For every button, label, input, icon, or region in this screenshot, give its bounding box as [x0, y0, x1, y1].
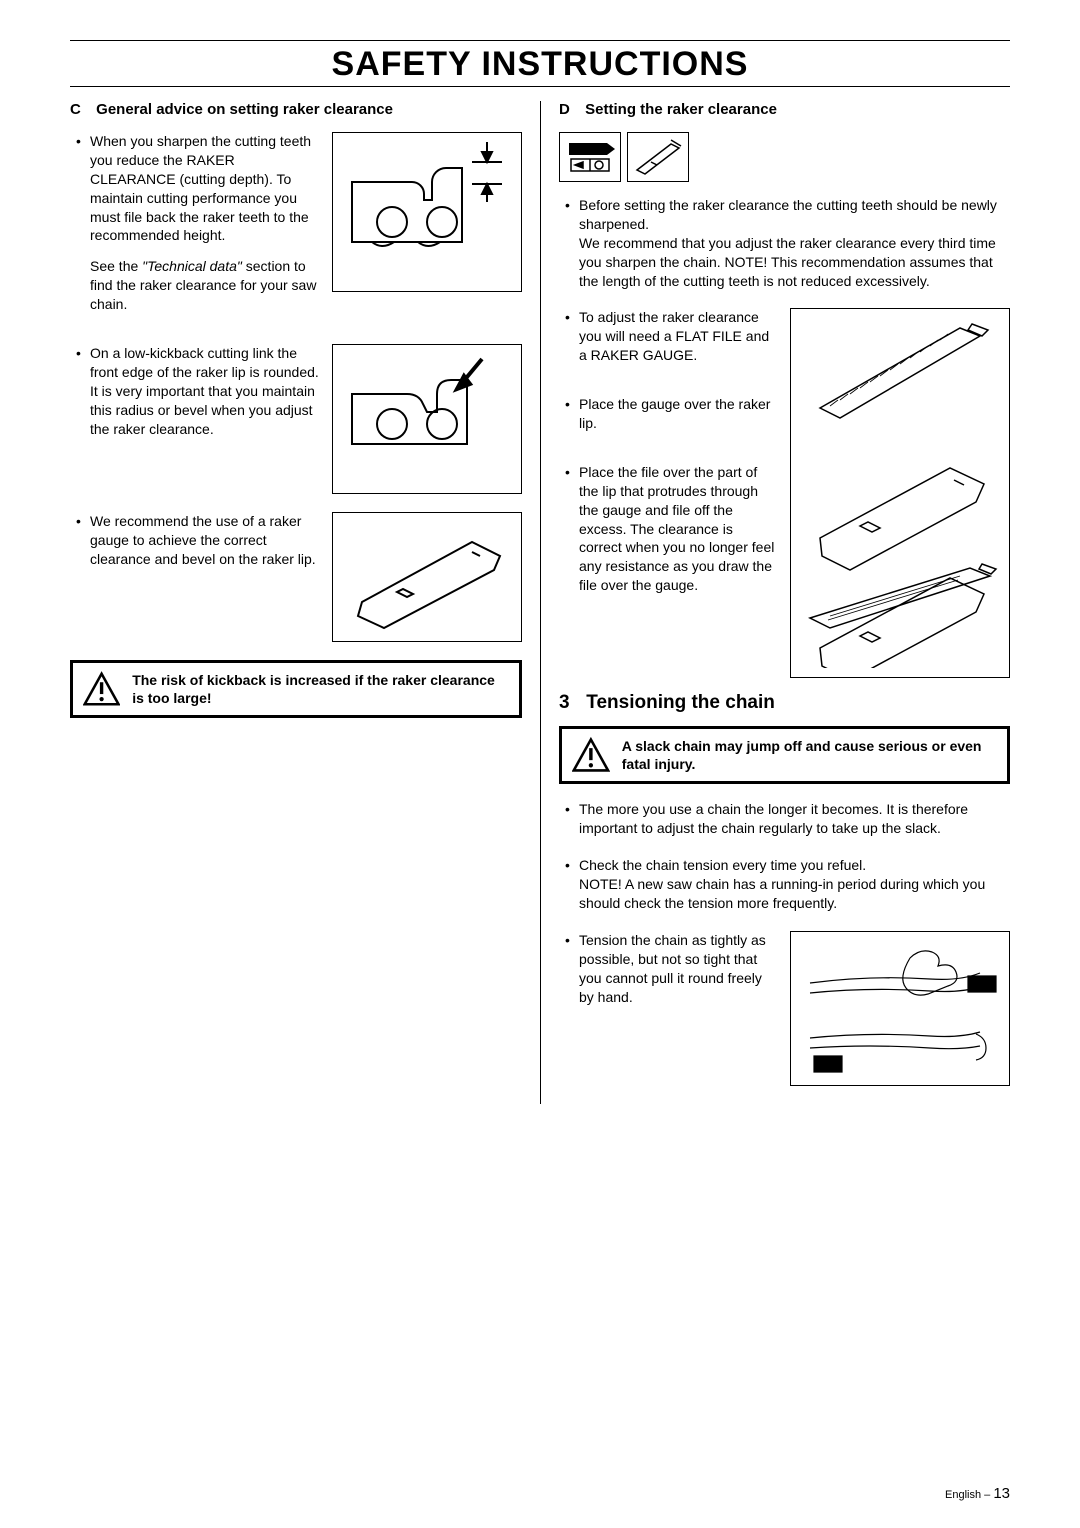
section-c-list: When you sharpen the cutting teeth you r… [70, 132, 522, 642]
section-d-sublist: To adjust the raker clearance you will n… [559, 308, 778, 613]
figure-raker-gauge [332, 512, 522, 642]
bullet-text: We recommend the use of a raker gauge to… [90, 512, 320, 569]
column-left: C General advice on setting raker cleara… [70, 101, 540, 1104]
section-d-list: Before setting the raker clearance the c… [559, 196, 1010, 290]
figure-file-and-gauge [790, 308, 1010, 678]
list-item: On a low-kickback cutting link the front… [70, 344, 522, 494]
warning-slack-chain: A slack chain may jump off and cause ser… [559, 726, 1010, 784]
section-d-letter: D [559, 101, 581, 118]
page-title: SAFETY INSTRUCTIONS [70, 41, 1010, 86]
section-c-title: General advice on setting raker clearanc… [96, 101, 393, 118]
bullet-text: Place the gauge over the raker lip. [579, 395, 778, 433]
bullet-text: See the "Technical data" section to find… [90, 257, 320, 314]
section-3-number: 3 [559, 692, 581, 714]
two-column-layout: C General advice on setting raker cleara… [70, 101, 1010, 1104]
list-item: When you sharpen the cutting teeth you r… [70, 132, 522, 326]
warning-text: A slack chain may jump off and cause ser… [622, 737, 997, 773]
list-item: Tension the chain as tightly as possible… [559, 931, 1010, 1086]
section-3-list: The more you use a chain the longer it b… [559, 800, 1010, 1085]
bullet-text: Tension the chain as tightly as possible… [579, 931, 778, 1007]
section-c-heading: C General advice on setting raker cleara… [70, 101, 522, 118]
warning-icon [572, 735, 610, 775]
warning-text: The risk of kickback is increased if the… [132, 671, 509, 707]
bullet-text: On a low-kickback cutting link the front… [90, 344, 320, 438]
list-item: Check the chain tension every time you r… [559, 856, 1010, 913]
bullet-text: To adjust the raker clearance you will n… [579, 308, 778, 365]
section-d-title: Setting the raker clearance [585, 101, 777, 118]
bullet-text: When you sharpen the cutting teeth you r… [90, 132, 320, 245]
footer-language: English – [945, 1489, 993, 1501]
bullet-text: Before setting the raker clearance the c… [579, 196, 1010, 290]
icon-gauge-file [627, 132, 689, 182]
footer-page-number: 13 [993, 1485, 1010, 1502]
list-item: Place the gauge over the raker lip. [559, 395, 778, 433]
warning-kickback: The risk of kickback is increased if the… [70, 660, 522, 718]
bullet-text: Place the file over the part of the lip … [579, 463, 778, 595]
list-item: We recommend the use of a raker gauge to… [70, 512, 522, 642]
list-item: To adjust the raker clearance you will n… [559, 308, 778, 365]
list-item: Before setting the raker clearance the c… [559, 196, 1010, 290]
section-d-icons [559, 132, 1010, 182]
figure-rounded-raker [332, 344, 522, 494]
list-item: Place the file over the part of the lip … [559, 463, 778, 595]
warning-icon [83, 669, 120, 709]
section-3-title: Tensioning the chain [586, 692, 775, 713]
figure-tension-chain [790, 931, 1010, 1086]
section-d-heading: D Setting the raker clearance [559, 101, 1010, 118]
rule-under-title [70, 86, 1010, 87]
bullet-text: Check the chain tension every time you r… [579, 856, 1010, 913]
figure-raker-clearance [332, 132, 522, 292]
column-right: D Setting the raker clearance [540, 101, 1010, 1104]
page-footer: English – 13 [945, 1485, 1010, 1502]
list-item: The more you use a chain the longer it b… [559, 800, 1010, 838]
section-c-letter: C [70, 101, 92, 118]
icon-chain-direction [559, 132, 621, 182]
section-3-heading: 3 Tensioning the chain [559, 692, 1010, 714]
bullet-text: The more you use a chain the longer it b… [579, 800, 1010, 838]
